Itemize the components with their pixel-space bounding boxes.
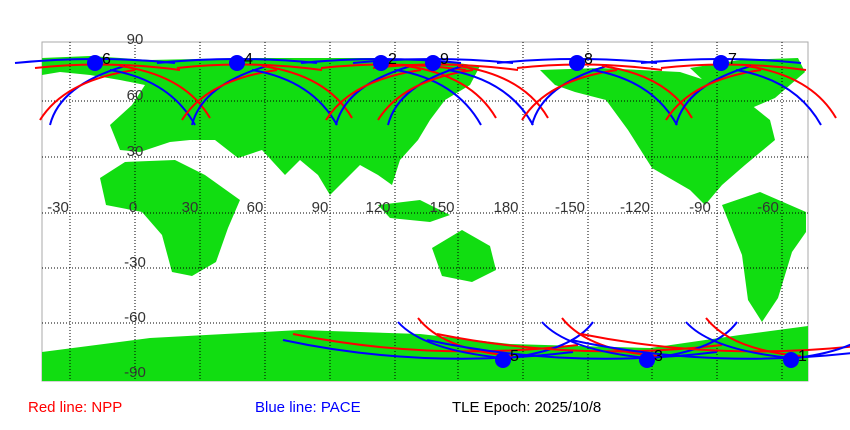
orbit-track (570, 339, 850, 360)
satellite-position (87, 55, 103, 71)
south-america (722, 192, 806, 322)
orbit-track (660, 63, 807, 71)
satellite-position (425, 55, 441, 71)
graticule (42, 42, 808, 381)
latitude-label: -30 (124, 254, 146, 271)
greenland (690, 58, 805, 112)
orbit-track (176, 63, 323, 71)
longitude-label: 120 (365, 199, 390, 216)
orbit-tracks (14, 58, 850, 360)
satellite-label: 1 (798, 348, 807, 365)
orbit-track (591, 69, 678, 126)
longitude-label: 0 (129, 199, 137, 216)
satellite-label: 5 (510, 348, 519, 365)
antarctica (42, 326, 808, 381)
orbit-track (651, 321, 738, 359)
orbit-track (119, 65, 211, 119)
orbit-track (516, 63, 663, 71)
legend-pace: Blue line: PACE (255, 399, 361, 416)
orbit-track (395, 69, 482, 126)
satellite-label: 2 (388, 51, 397, 68)
legend-npp: Red line: NPP (28, 399, 122, 416)
orbit-track (109, 69, 196, 126)
orbit-track (397, 321, 504, 359)
tle-epoch: TLE Epoch: 2025/10/8 (452, 399, 601, 416)
australia (432, 230, 496, 282)
latitude-label: 60 (127, 87, 144, 104)
orbit-track (601, 65, 693, 119)
orbit-track (685, 321, 792, 359)
orbit-track (457, 65, 549, 119)
satellite-position (639, 352, 655, 368)
longitude-label: 180 (493, 199, 518, 216)
orbit-track (251, 69, 338, 126)
longitude-label: 30 (182, 199, 199, 216)
satellite-markers: 6 4 2 9 8 7 5 3 1 (87, 51, 807, 368)
north-america (540, 68, 775, 205)
longitude-label: 150 (429, 199, 454, 216)
longitude-label: 90 (312, 199, 329, 216)
indonesia (378, 200, 450, 222)
orbit-track (261, 65, 353, 119)
orbit-track (580, 333, 850, 353)
longitude-label: -60 (757, 199, 779, 216)
satellite-position (569, 55, 585, 71)
coordinate-labels: 90 60 30 -30 -60 -90 -30 0 30 60 90 120 150 180 -150 -1… (47, 31, 779, 381)
longitude-label: 60 (247, 199, 264, 216)
orbit-track (372, 63, 519, 71)
longitude-label: -120 (620, 199, 650, 216)
longitude-label: -30 (47, 199, 69, 216)
latitude-label: 90 (127, 31, 144, 48)
eurasia (42, 56, 480, 195)
satellite-position (495, 352, 511, 368)
satellite-label: 9 (440, 51, 449, 68)
satellite-position (229, 55, 245, 71)
satellite-label: 8 (584, 51, 593, 68)
longitude-label: -90 (689, 199, 711, 216)
orbit-track (34, 63, 181, 71)
satellite-position (713, 55, 729, 71)
satellite-label: 6 (102, 51, 111, 68)
latitude-label: -60 (124, 309, 146, 326)
orbit-track (447, 69, 534, 126)
longitude-label: -150 (555, 199, 585, 216)
orbit-track (735, 69, 822, 126)
satellite-position (783, 352, 799, 368)
latitude-label: 30 (127, 143, 144, 160)
satellite-label: 7 (728, 51, 737, 68)
satellite-label: 4 (244, 51, 253, 68)
orbit-track (507, 321, 594, 359)
orbit-track (745, 65, 837, 119)
latitude-label: -90 (124, 364, 146, 381)
satellite-label: 3 (654, 348, 663, 365)
orbit-track (320, 63, 467, 71)
orbit-track (405, 65, 497, 119)
orbit-track (541, 321, 648, 359)
satellite-position (373, 55, 389, 71)
